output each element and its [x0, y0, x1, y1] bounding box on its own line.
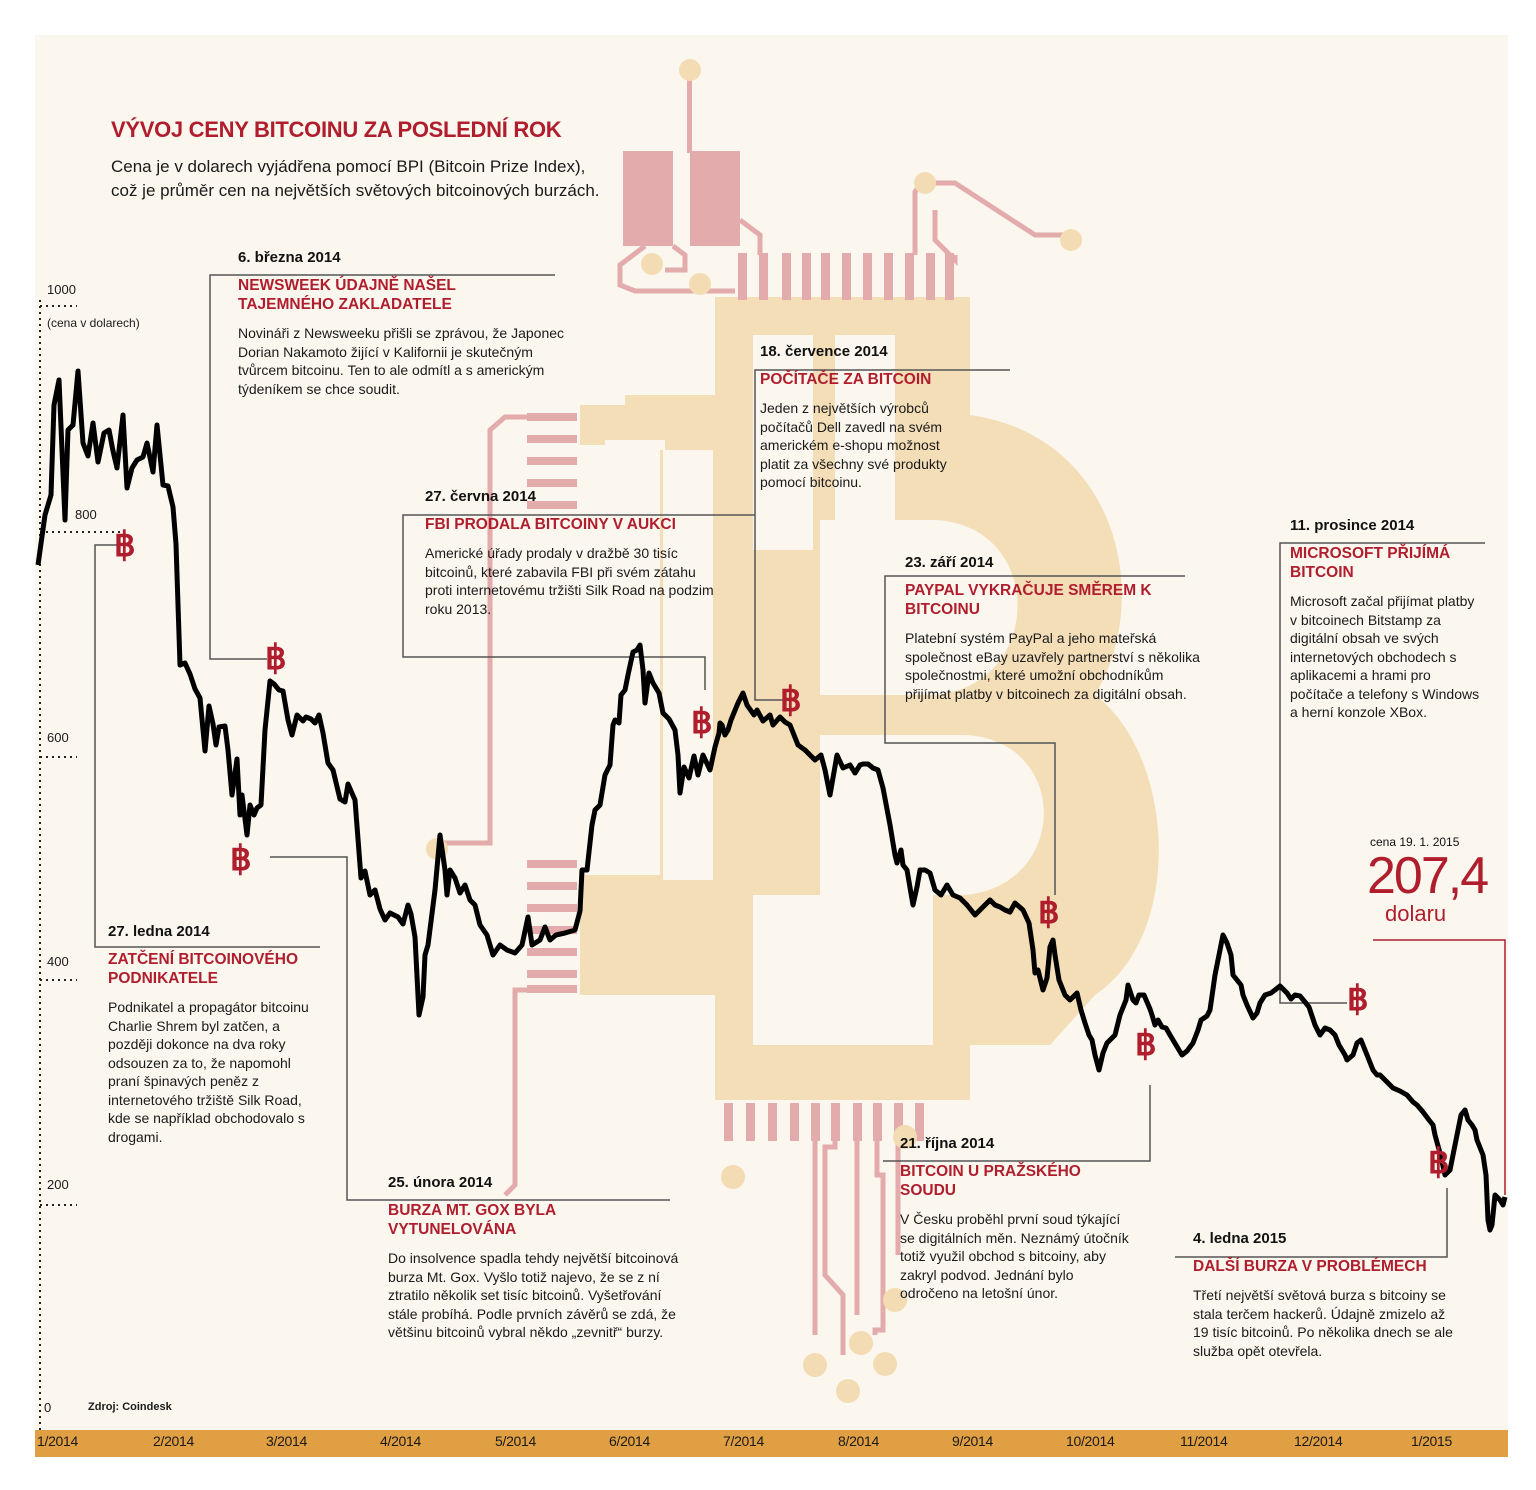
x-tick: 1/2014	[37, 1433, 79, 1449]
event-body: V Česku proběhl první soud týkající se d…	[900, 1211, 1129, 1301]
btc-marker-icon[interactable]: ฿	[114, 526, 136, 564]
current-price-unit: dolaru	[1385, 901, 1447, 926]
btc-marker-icon[interactable]: ฿	[265, 639, 287, 677]
event-callout-jan27: 27. ledna 2014 ZATČENÍ BITCOINOVÉHO PODN…	[108, 923, 318, 1146]
chart-title: VÝVOJ CENY BITCOINU ZA POSLEDNÍ ROK	[111, 117, 562, 142]
event-headline: MICROSOFT PŘIJÍMÁ BITCOIN	[1290, 545, 1451, 581]
circuit-traces-icon	[527, 75, 954, 1141]
btc-marker-icon[interactable]: ฿	[1428, 1143, 1450, 1181]
x-tick: 1/2015	[1411, 1433, 1453, 1449]
event-date: 4. ledna 2015	[1193, 1230, 1287, 1247]
x-tick: 5/2014	[495, 1433, 537, 1449]
subtitle-line-1: Cena je v dolarech vyjádřena pomocí BPI …	[111, 157, 586, 176]
callout-connectors	[94, 274, 1506, 1258]
event-callout-jun27: 27. června 2014 FBI PRODALA BITCOINY V A…	[425, 488, 725, 618]
event-body: Americké úřady prodaly v dražbě 30 tisíc…	[425, 545, 714, 617]
event-body: Jeden z největších výrobců počítačů Dell…	[760, 400, 947, 490]
event-date: 18. července 2014	[760, 343, 888, 360]
event-headline: DALŠÍ BURZA V PROBLÉMECH	[1193, 1258, 1427, 1275]
event-body: Třetí největší světová burza s bitcoiny …	[1193, 1287, 1453, 1359]
event-headline: ZATČENÍ BITCOINOVÉHO PODNIKATELE	[108, 951, 299, 987]
event-date: 25. února 2014	[388, 1174, 493, 1191]
event-date: 23. září 2014	[905, 554, 994, 571]
event-headline: BITCOIN U PRAŽSKÉHO SOUDU	[900, 1163, 1081, 1199]
subtitle-line-2: což je průměr cen na největších světovýc…	[111, 181, 600, 200]
event-headline: BURZA MT. GOX BYLA VYTUNELOVÁNA	[388, 1202, 556, 1238]
infographic-panel: 1000 (cena v dolarech) 800 600 400 200 0…	[35, 35, 1508, 1457]
event-body: Do insolvence spadla tehdy největší bitc…	[388, 1250, 679, 1340]
event-date: 27. června 2014	[425, 488, 536, 505]
y-tick-1000: 1000	[47, 282, 76, 297]
current-price-value: 207,4	[1367, 847, 1489, 905]
event-callout-sep23: 23. září 2014 PAYPAL VYKRAČUJE SMĚREM K …	[905, 554, 1205, 703]
bitcoin-logo-icon	[580, 297, 1159, 1100]
event-headline: NEWSWEEK ÚDAJNĚ NAŠEL TAJEMNÉHO ZAKLADAT…	[238, 277, 456, 313]
x-tick: 12/2014	[1294, 1433, 1343, 1449]
x-tick: 4/2014	[380, 1433, 422, 1449]
x-tick: 3/2014	[266, 1433, 308, 1449]
x-tick: 7/2014	[723, 1433, 765, 1449]
source-label: Zdroj: Coindesk	[88, 1401, 172, 1413]
event-callout-jul18: 18. července 2014 POČÍTAČE ZA BITCOIN Je…	[760, 343, 970, 492]
event-date: 11. prosince 2014	[1290, 517, 1415, 534]
x-tick: 8/2014	[838, 1433, 880, 1449]
btc-marker-icon[interactable]: ฿	[1135, 1025, 1157, 1063]
x-tick: 10/2014	[1066, 1433, 1115, 1449]
bitcoin-circuit-decoration	[426, 59, 1159, 1403]
y-axis	[39, 300, 125, 1430]
btc-marker-icon[interactable]: ฿	[1038, 893, 1060, 931]
y-tick-200: 200	[47, 1177, 69, 1192]
event-headline: POČÍTAČE ZA BITCOIN	[760, 371, 932, 388]
chart-subtitle: Cena je v dolarech vyjádřena pomocí BPI …	[111, 155, 600, 203]
event-date: 27. ledna 2014	[108, 923, 210, 940]
btc-marker-icon[interactable]: ฿	[691, 703, 713, 741]
event-body: Microsoft začal přijímat platby v bitcoi…	[1290, 593, 1480, 720]
circuit-nodes-icon	[426, 59, 1082, 1403]
event-body: Platební systém PayPal a jeho mateřská s…	[905, 630, 1200, 702]
btc-marker-icon[interactable]: ฿	[780, 681, 802, 719]
x-tick: 2/2014	[153, 1433, 195, 1449]
x-tick: 9/2014	[952, 1433, 994, 1449]
event-callout-mar6: 6. března 2014 NEWSWEEK ÚDAJNĚ NAŠEL TAJ…	[238, 249, 568, 398]
x-tick: 11/2014	[1180, 1433, 1228, 1449]
y-tick-800: 800	[75, 507, 97, 522]
btc-marker-icon[interactable]: ฿	[1347, 980, 1369, 1018]
current-price-label: cena 19. 1. 2015	[1370, 835, 1460, 849]
event-body: Novináři z Newsweeku přišli se zprávou, …	[238, 325, 565, 397]
y-tick-600: 600	[47, 730, 69, 745]
y-tick-400: 400	[47, 954, 69, 969]
event-date: 6. března 2014	[238, 249, 341, 266]
event-date: 21. října 2014	[900, 1135, 995, 1152]
event-callout-dec11: 11. prosince 2014 MICROSOFT PŘIJÍMÁ BITC…	[1290, 517, 1485, 722]
y-tick-0: 0	[44, 1400, 52, 1415]
event-callout-oct21: 21. října 2014 BITCOIN U PRAŽSKÉHO SOUDU…	[900, 1135, 1130, 1303]
x-tick: 6/2014	[609, 1433, 651, 1449]
circuit-lines-icon	[435, 180, 1070, 1355]
event-headline: FBI PRODALA BITCOINY V AUKCI	[425, 516, 676, 533]
event-callout-jan4: 4. ledna 2015 DALŠÍ BURZA V PROBLÉMECH T…	[1193, 1230, 1463, 1360]
x-axis-bar	[35, 1430, 1508, 1457]
y-unit-label: (cena v dolarech)	[47, 316, 140, 330]
price-line-chart	[35, 368, 1508, 1233]
event-callout-feb25: 25. února 2014 BURZA MT. GOX BYLA VYTUNE…	[388, 1174, 688, 1342]
btc-marker-icon[interactable]: ฿	[230, 840, 252, 878]
event-headline: PAYPAL VYKRAČUJE SMĚREM K BITCOINU	[905, 582, 1152, 618]
event-body: Podnikatel a propagátor bitcoinu Charlie…	[108, 999, 309, 1145]
